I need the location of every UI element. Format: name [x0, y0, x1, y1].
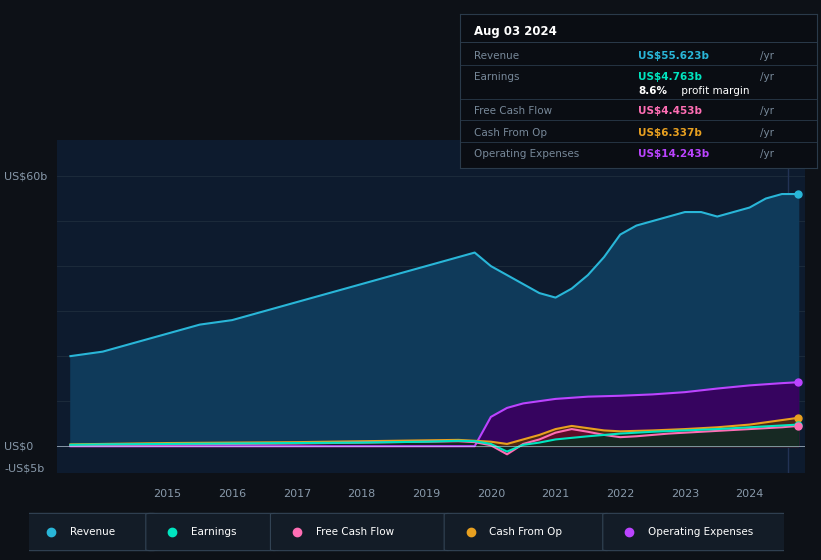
Text: profit margin: profit margin	[677, 86, 749, 96]
Text: /yr: /yr	[759, 72, 773, 82]
Text: 2022: 2022	[606, 489, 635, 499]
Text: Aug 03 2024: Aug 03 2024	[474, 25, 557, 38]
Text: 2024: 2024	[736, 489, 764, 499]
FancyBboxPatch shape	[146, 514, 278, 550]
Text: US$55.623b: US$55.623b	[639, 50, 709, 60]
Text: Cash From Op: Cash From Op	[474, 128, 547, 138]
Text: US$4.453b: US$4.453b	[639, 106, 702, 116]
Text: Revenue: Revenue	[71, 527, 116, 537]
Text: /yr: /yr	[759, 50, 773, 60]
Text: Free Cash Flow: Free Cash Flow	[474, 106, 553, 116]
Text: 2023: 2023	[671, 489, 699, 499]
Text: US$0: US$0	[4, 441, 34, 451]
Text: 2017: 2017	[282, 489, 311, 499]
Text: Earnings: Earnings	[474, 72, 520, 82]
Text: 2020: 2020	[477, 489, 505, 499]
FancyBboxPatch shape	[270, 514, 452, 550]
Text: Earnings: Earnings	[191, 527, 236, 537]
Text: /yr: /yr	[759, 106, 773, 116]
Text: US$14.243b: US$14.243b	[639, 149, 709, 159]
Text: 2016: 2016	[218, 489, 246, 499]
Text: Operating Expenses: Operating Expenses	[474, 149, 580, 159]
Text: Operating Expenses: Operating Expenses	[648, 527, 754, 537]
Text: Cash From Op: Cash From Op	[489, 527, 562, 537]
Text: /yr: /yr	[759, 149, 773, 159]
Text: 2018: 2018	[347, 489, 376, 499]
Text: 2021: 2021	[541, 489, 570, 499]
Text: 2019: 2019	[412, 489, 440, 499]
FancyBboxPatch shape	[444, 514, 610, 550]
Text: 8.6%: 8.6%	[639, 86, 667, 96]
FancyBboxPatch shape	[25, 514, 157, 550]
Text: Revenue: Revenue	[474, 50, 519, 60]
Text: /yr: /yr	[759, 128, 773, 138]
Text: US$60b: US$60b	[4, 171, 48, 181]
Text: 2015: 2015	[154, 489, 181, 499]
Text: Free Cash Flow: Free Cash Flow	[316, 527, 394, 537]
Text: US$6.337b: US$6.337b	[639, 128, 702, 138]
Text: US$4.763b: US$4.763b	[639, 72, 702, 82]
FancyBboxPatch shape	[603, 514, 788, 550]
Text: -US$5b: -US$5b	[4, 464, 44, 474]
